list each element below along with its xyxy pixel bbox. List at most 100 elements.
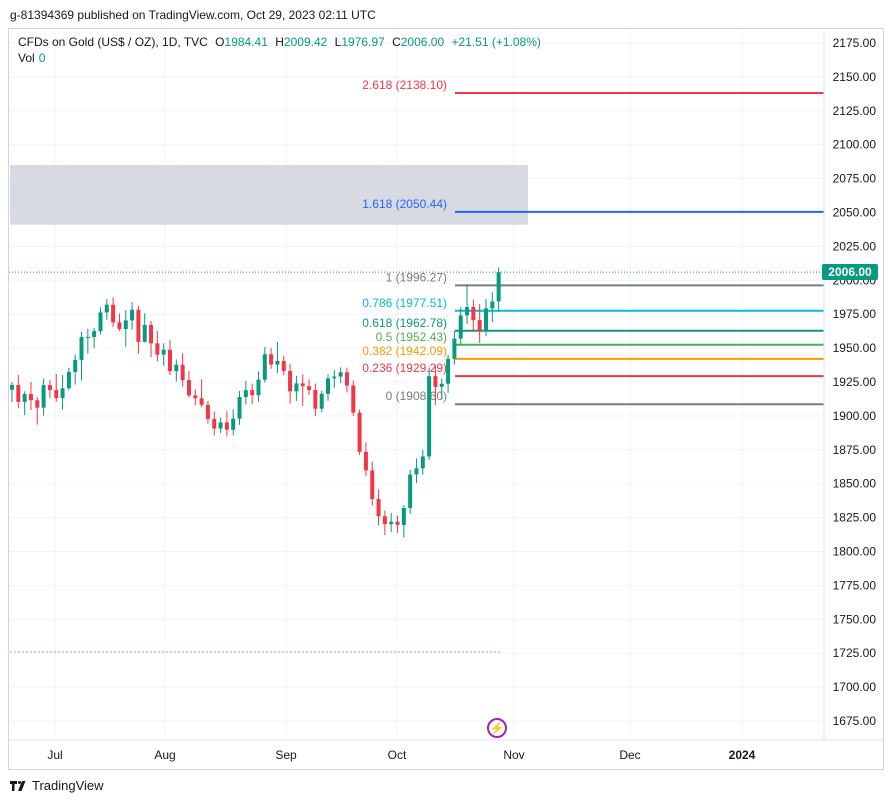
- candle: [307, 379, 312, 396]
- candle-body: [186, 380, 191, 396]
- candle-body: [490, 301, 495, 309]
- chart-frame: [8, 28, 884, 770]
- change-value: +21.51 (+1.08%): [451, 35, 541, 49]
- candle-body: [174, 364, 179, 372]
- candle: [161, 343, 166, 366]
- high-label: H: [275, 35, 284, 49]
- candle: [66, 367, 71, 391]
- candle: [452, 330, 457, 365]
- volume-label: Vol: [18, 51, 35, 65]
- candle: [363, 442, 368, 477]
- fib-level-label: 2.618 (2138.10): [362, 78, 447, 92]
- candle: [250, 383, 255, 405]
- footer-brand[interactable]: TradingView: [10, 778, 104, 793]
- candle-body: [465, 307, 470, 316]
- candle: [344, 367, 349, 393]
- candle: [16, 374, 21, 409]
- candle: [180, 353, 185, 387]
- candle: [98, 307, 103, 335]
- candle-body: [142, 324, 147, 342]
- x-tick-label: 2024: [729, 748, 756, 762]
- y-tick-label: 1850.00: [833, 477, 877, 491]
- candle-body: [237, 397, 242, 419]
- x-tick-label: Aug: [154, 748, 175, 762]
- x-tick-label: Jul: [47, 748, 62, 762]
- candle-body: [313, 390, 318, 409]
- candle-body: [256, 379, 261, 396]
- candle: [313, 383, 318, 417]
- candle-body: [433, 376, 438, 387]
- candle-body: [307, 386, 312, 391]
- y-tick-label: 2075.00: [833, 172, 877, 186]
- grid-lines: [9, 29, 824, 740]
- candle-body: [73, 359, 78, 372]
- candle: [319, 390, 324, 413]
- open-label: O: [215, 35, 225, 49]
- x-tick-label: Nov: [503, 748, 524, 762]
- candle-body: [54, 390, 59, 399]
- candle: [79, 331, 84, 381]
- candle: [382, 510, 387, 536]
- candle: [408, 469, 413, 514]
- fib-level-label: 0.382 (1942.09): [362, 344, 447, 358]
- candle-body: [85, 336, 90, 338]
- fib-level-label: 0 (1908.60): [386, 389, 447, 403]
- candle-body: [149, 324, 154, 344]
- tradingview-logo-icon: [10, 780, 26, 791]
- fib-level-label: 1.618 (2050.44): [362, 197, 447, 211]
- resistance-zone: [10, 165, 528, 225]
- candle-body: [60, 388, 65, 399]
- candle-body: [420, 456, 425, 469]
- candle: [427, 367, 432, 460]
- volume-legend: Vol 0: [18, 51, 45, 65]
- candle: [256, 371, 261, 402]
- candle: [10, 382, 14, 403]
- y-tick-label: 1900.00: [833, 409, 877, 423]
- candle-body: [262, 354, 267, 380]
- y-tick-label: 1825.00: [833, 511, 877, 525]
- y-tick-label: 2150.00: [833, 70, 877, 84]
- candle: [218, 417, 223, 434]
- y-tick-label: 2025.00: [833, 239, 877, 253]
- candle-body: [130, 309, 135, 321]
- candle-body: [389, 521, 394, 525]
- candle-body: [231, 418, 236, 430]
- resistance-zone-rect: [10, 165, 528, 225]
- last-price-tag: 2006.00: [822, 264, 878, 280]
- fib-level-label: 0.618 (1962.78): [362, 316, 447, 330]
- x-tick-label: Oct: [388, 748, 407, 762]
- low-label: L: [334, 35, 342, 49]
- y-tick-label: 1700.00: [833, 680, 877, 694]
- candle-body: [395, 521, 400, 525]
- candle-body: [168, 349, 172, 372]
- candle-body: [370, 470, 375, 500]
- candle: [111, 297, 116, 328]
- candle: [22, 391, 27, 416]
- candle-body: [111, 304, 116, 323]
- candle-body: [294, 383, 299, 392]
- candle-body: [98, 312, 103, 332]
- candle-body: [47, 385, 52, 391]
- candle-body: [427, 376, 432, 457]
- candle-body: [338, 372, 343, 377]
- candle: [73, 354, 78, 385]
- candle-body: [414, 468, 419, 475]
- candle-body: [484, 308, 488, 332]
- candle-body: [344, 372, 349, 386]
- candle: [288, 364, 293, 404]
- candle: [389, 513, 394, 532]
- candle: [401, 505, 406, 538]
- candle: [35, 397, 40, 425]
- y-tick-label: 2100.00: [833, 138, 877, 152]
- lightning-icon[interactable]: ⚡: [487, 718, 507, 738]
- candle: [92, 327, 97, 348]
- candle-body: [212, 419, 217, 429]
- candle: [199, 379, 204, 408]
- candle-body: [104, 304, 109, 313]
- candle-body: [269, 354, 274, 365]
- candle-body: [28, 394, 33, 401]
- fib-level-label: 1 (1996.27): [386, 270, 447, 284]
- candle: [281, 355, 286, 376]
- candle: [484, 299, 488, 337]
